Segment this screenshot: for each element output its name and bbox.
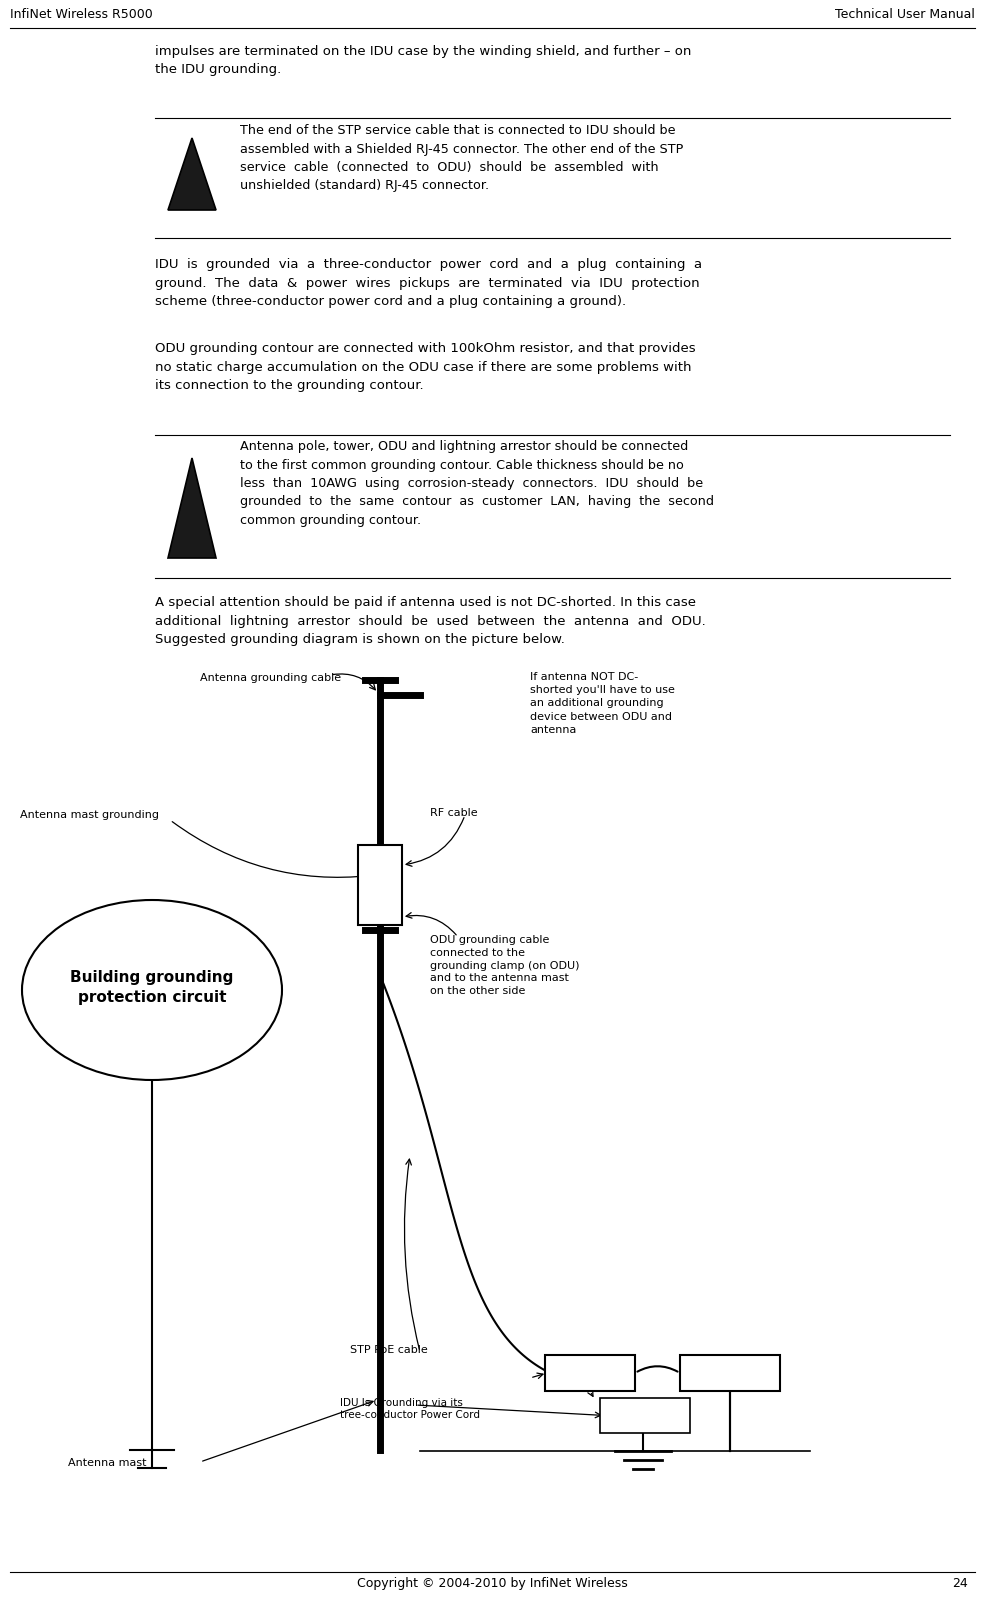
Text: Building grounding
protection circuit: Building grounding protection circuit [70,969,233,1004]
Text: ODU grounding contour are connected with 100kOhm resistor, and that provides
no : ODU grounding contour are connected with… [155,341,695,392]
Text: 24: 24 [952,1576,968,1591]
Text: InfiNet Wireless R5000: InfiNet Wireless R5000 [10,8,153,21]
Text: LAN switch: LAN switch [693,1367,766,1379]
Text: Copyright © 2004-2010 by InfiNet Wireless: Copyright © 2004-2010 by InfiNet Wireles… [357,1576,627,1591]
Text: IDU  is  grounded  via  a  three-conductor  power  cord  and  a  plug  containin: IDU is grounded via a three-conductor po… [155,258,702,308]
Text: !: ! [188,473,195,487]
Text: If antenna NOT DC-
shorted you'll have to use
an additional grounding
device bet: If antenna NOT DC- shorted you'll have t… [530,671,675,735]
Ellipse shape [22,900,282,1080]
Text: Antenna pole, tower, ODU and lightning arrestor should be connected
to the first: Antenna pole, tower, ODU and lightning a… [240,441,714,527]
Text: IDU Is Grounding via its
tree-conductor Power Cord: IDU Is Grounding via its tree-conductor … [340,1399,480,1421]
Polygon shape [168,138,216,210]
Text: A special attention should be paid if antenna used is not DC-shorted. In this ca: A special attention should be paid if an… [155,596,705,646]
Text: Technical User Manual: Technical User Manual [835,8,975,21]
Text: ODU grounding cable
connected to the
grounding clamp (on ODU)
and to the antenna: ODU grounding cable connected to the gro… [430,936,579,996]
Text: U: U [375,900,384,915]
Text: The end of the STP service cable that is connected to IDU should be
assembled wi: The end of the STP service cable that is… [240,123,684,192]
Bar [600,1399,690,1434]
Text: Antenna mast: Antenna mast [68,1458,147,1467]
Bar [358,844,402,924]
Text: STP PoE cable: STP PoE cable [350,1346,427,1355]
Text: O: O [375,852,385,867]
Bar [680,1355,780,1391]
Text: Antenna grounding cable: Antenna grounding cable [200,673,341,682]
Text: IDU: IDU [578,1367,602,1379]
Text: impulses are terminated on the IDU case by the winding shield, and further – on
: impulses are terminated on the IDU case … [155,45,691,75]
Text: Antenna mast grounding: Antenna mast grounding [20,811,159,820]
Polygon shape [168,458,216,557]
Text: RF cable: RF cable [430,807,478,819]
Bar [545,1355,635,1391]
Text: !: ! [188,152,195,167]
Text: D: D [375,876,385,891]
Text: 220 V plug with
the grounding: 220 V plug with the grounding [604,1403,686,1426]
